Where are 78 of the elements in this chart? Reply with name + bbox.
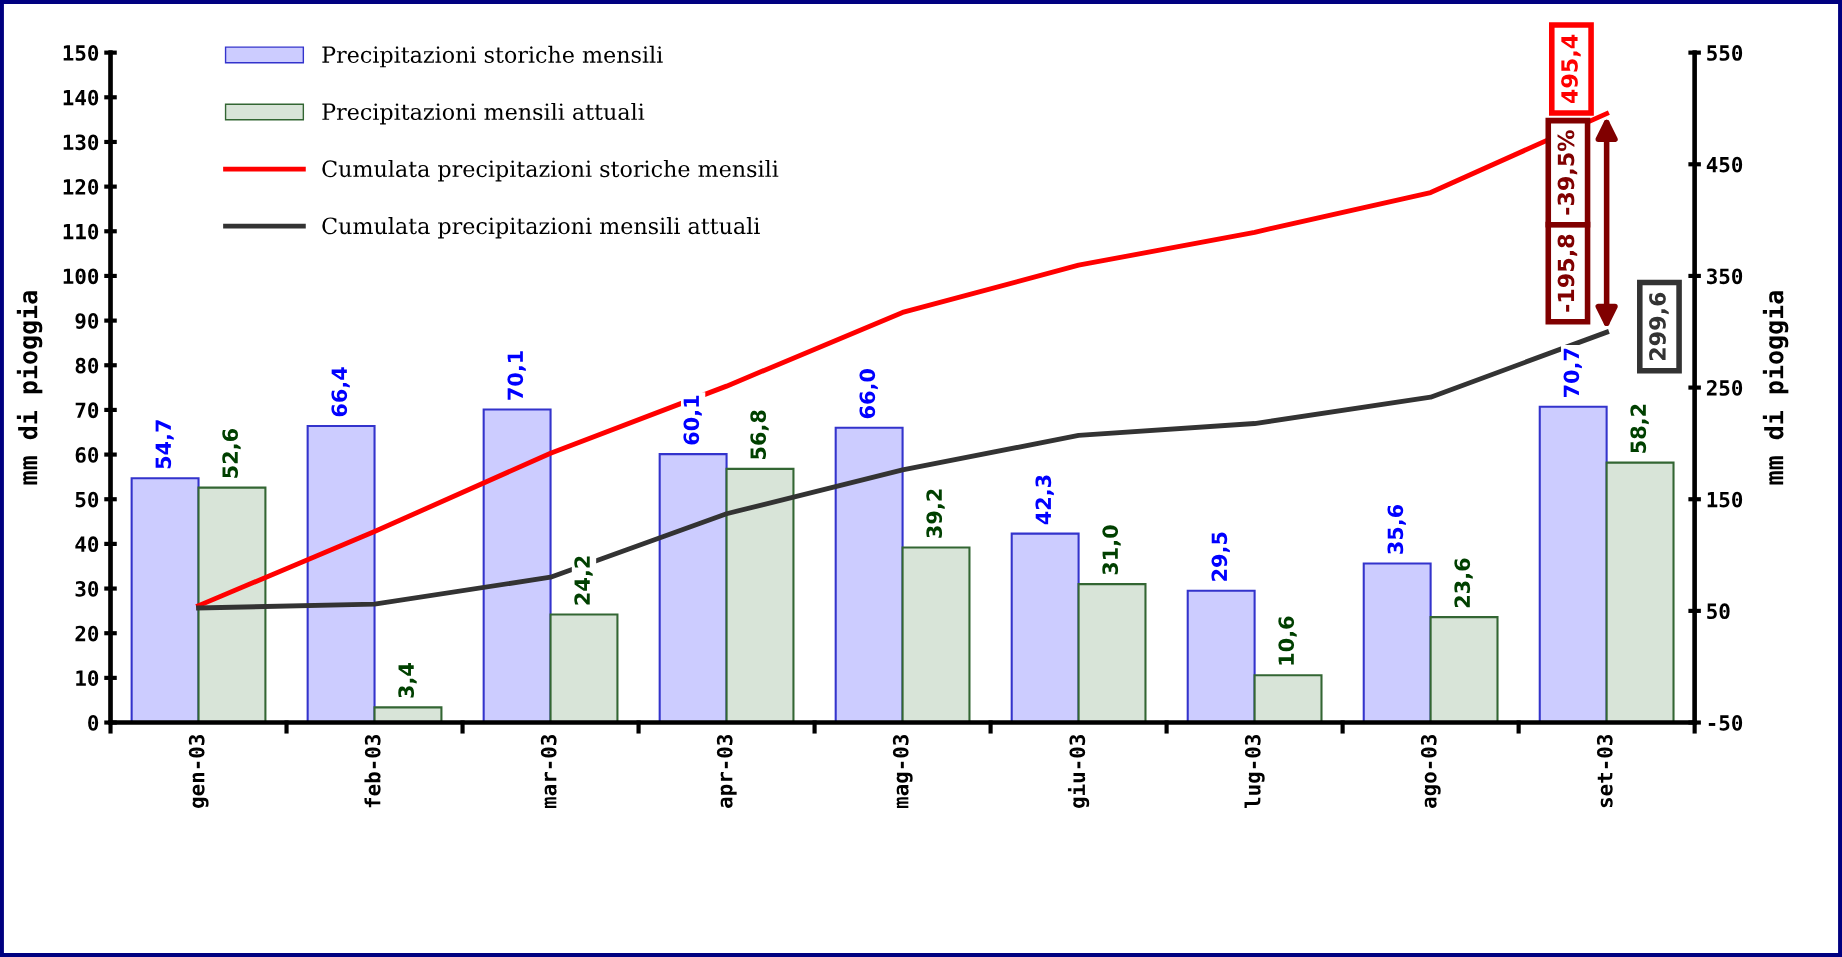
- bar: [725, 467, 795, 723]
- bar: [197, 486, 267, 723]
- bar: [306, 424, 376, 723]
- x-tick-label: feb-03: [364, 735, 381, 808]
- bar: [1253, 674, 1323, 723]
- x-tick-label: gen-03: [188, 735, 209, 808]
- bar: [1010, 532, 1080, 723]
- y-tick-label: 20: [75, 625, 99, 642]
- bar: [549, 613, 619, 723]
- legend-label: Precipitazioni storiche mensili: [322, 45, 663, 68]
- data-label: 3,4: [398, 663, 417, 698]
- annotation: 299,6: [1649, 292, 1669, 361]
- y-tick-label: 150: [63, 45, 99, 61]
- y-tick-label: 30: [75, 581, 99, 597]
- x-tick-label: ago-03: [1420, 735, 1441, 808]
- y-tick-label: 80: [75, 357, 99, 374]
- x-tick-label: lug-03: [1244, 735, 1265, 808]
- y2-tick-label: 450: [1706, 156, 1743, 173]
- annotation: 495,4: [1561, 34, 1581, 104]
- data-label: 23,6: [1454, 558, 1473, 608]
- y2-tick-label: 350: [1707, 268, 1743, 285]
- bar: [1605, 461, 1675, 723]
- y2-axis-title: mm di pioggia: [1762, 291, 1789, 485]
- y-tick-label: 130: [63, 134, 99, 151]
- x-tick-label: set-03: [1596, 735, 1613, 808]
- data-label: 70,7: [1563, 348, 1582, 398]
- legend-label: Precipitazioni mensili attuali: [322, 102, 645, 125]
- x-tick-label: mag-03: [892, 735, 913, 809]
- data-label: 54,7: [155, 420, 174, 469]
- data-label: 10,6: [1278, 616, 1297, 665]
- y-tick-label: 90: [75, 313, 99, 329]
- data-label: 24,2: [574, 556, 593, 605]
- y-tick-label: 110: [63, 223, 99, 240]
- data-label: 70,1: [507, 351, 526, 400]
- data-label: 66,0: [859, 369, 878, 419]
- bar: [1186, 589, 1256, 723]
- bar: [1429, 616, 1499, 723]
- data-label: 56,8: [750, 410, 769, 459]
- y-tick-label: 40: [75, 536, 99, 553]
- y2-tick-label: 150: [1707, 491, 1743, 508]
- y-tick-label: 70: [75, 402, 99, 419]
- bar: [130, 477, 200, 723]
- y2-tick-label: 50: [1707, 603, 1730, 620]
- data-label: 35,6: [1387, 504, 1406, 554]
- x-tick-label: apr-03: [716, 735, 737, 808]
- data-label: 31,0: [1102, 525, 1121, 575]
- data-label: 42,3: [1035, 475, 1054, 525]
- annotation: -39,5%: [1557, 130, 1578, 215]
- x-tick-label: giu-03: [1067, 735, 1090, 808]
- data-label: 66,4: [331, 367, 350, 417]
- y2-tick-label: 550: [1707, 45, 1743, 61]
- data-label: 52,6: [222, 429, 241, 478]
- data-label: 58,2: [1630, 404, 1649, 453]
- bar: [1538, 405, 1608, 723]
- y-tick-label: 50: [75, 491, 99, 508]
- bar: [834, 426, 904, 723]
- y-tick-label: 10: [76, 670, 99, 687]
- data-label: 29,5: [1211, 532, 1230, 581]
- y-tick-label: 140: [63, 89, 99, 106]
- data-label: 39,2: [926, 489, 945, 538]
- y2-tick-label: 250: [1706, 380, 1743, 396]
- data-label: 60,1: [683, 395, 702, 445]
- x-tick-label: mar-03: [540, 735, 557, 809]
- line-series: [196, 329, 1610, 611]
- legend-label: Cumulata precipitazioni storiche mensili: [322, 159, 779, 182]
- legend-label: Cumulata precipitazioni mensili attuali: [322, 217, 760, 239]
- y-tick-label: 0: [88, 714, 99, 731]
- y2-tick-label: -50: [1708, 714, 1743, 731]
- annotation: -195,8: [1557, 234, 1578, 312]
- bar: [1077, 583, 1147, 723]
- y-tick-label: 100: [63, 268, 99, 285]
- bar: [901, 546, 971, 723]
- y-axis-title: mm di pioggia: [16, 291, 43, 485]
- y-tick-label: 120: [63, 179, 99, 195]
- bar: [1362, 562, 1432, 723]
- bar: [482, 408, 552, 723]
- y-tick-label: 60: [75, 447, 99, 463]
- bar: [658, 453, 728, 723]
